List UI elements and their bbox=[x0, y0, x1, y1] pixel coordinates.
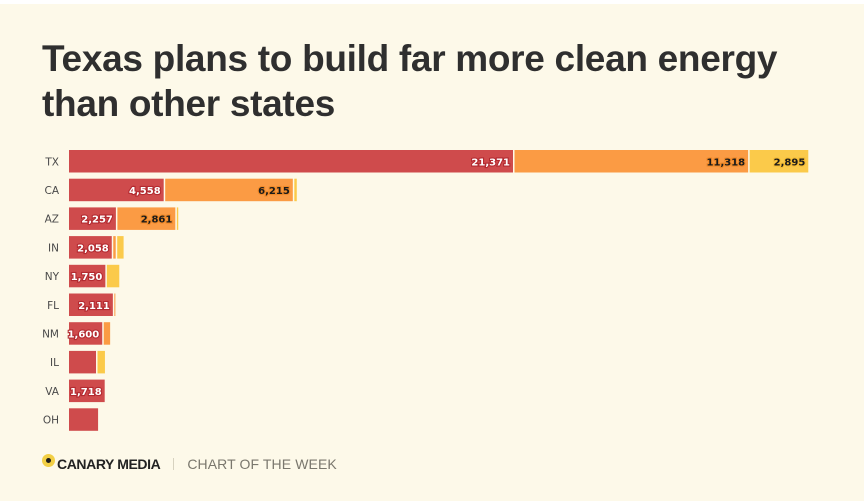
footer: CANARY MEDIA CHART OF THE WEEK bbox=[42, 452, 337, 476]
stacked-bar-chart: TX 21,371 11,318 2,895 CA 4,558 6,215 AZ 2,257 2,… bbox=[42, 150, 809, 431]
data-label: 21,371 bbox=[471, 157, 510, 168]
category-label: CA bbox=[44, 185, 59, 197]
bar-segment-ca-s2 bbox=[165, 178, 293, 202]
bar-segment-az-s2 bbox=[117, 207, 176, 230]
footer-divider bbox=[173, 458, 175, 470]
bar-segment-tx-s2 bbox=[514, 150, 749, 173]
category-label: NM bbox=[42, 328, 59, 340]
footer-tag: CHART OF THE WEEK bbox=[187, 456, 337, 472]
canary-dot-icon bbox=[42, 453, 55, 467]
category-label: FL bbox=[47, 300, 59, 312]
data-label: 2,895 bbox=[774, 157, 806, 168]
bar-group-fl: FL 2,111 bbox=[47, 293, 116, 316]
bar-segment-va-s1 bbox=[69, 379, 105, 403]
top-strip bbox=[0, 0, 864, 4]
data-label: 1,718 bbox=[70, 387, 102, 398]
data-label: 2,058 bbox=[77, 243, 109, 254]
data-label: 11,318 bbox=[707, 157, 746, 168]
category-label: TX bbox=[44, 156, 59, 168]
bar-segment-in-s2 bbox=[113, 236, 116, 259]
bar-segment-tx-s3 bbox=[749, 150, 809, 173]
bar-segment-fl-s2 bbox=[114, 293, 116, 316]
bar-segment-ca-s3 bbox=[294, 178, 297, 202]
category-label: NY bbox=[45, 271, 60, 283]
bar-group-az: AZ 2,257 2,861 bbox=[45, 207, 179, 230]
bar-segment-nm-s1 bbox=[69, 322, 103, 345]
category-label: IL bbox=[50, 357, 59, 369]
bar-segment-az-s1 bbox=[69, 207, 116, 230]
bar-group-il: IL bbox=[50, 350, 105, 374]
bar-segment-il-s1 bbox=[69, 350, 97, 374]
bar-segment-ny-s1 bbox=[69, 264, 106, 288]
bar-group-ny: NY 1,750 bbox=[45, 264, 120, 288]
chart-title: Texas plans to build far more clean ener… bbox=[42, 38, 778, 124]
bar-segment-in-s3 bbox=[117, 236, 124, 259]
bar-segment-ny-s3 bbox=[106, 264, 120, 288]
data-label: 2,861 bbox=[141, 215, 173, 226]
data-label: 2,111 bbox=[78, 301, 110, 312]
bar-segment-az-s3 bbox=[176, 207, 179, 230]
category-label: IN bbox=[48, 242, 59, 254]
bar-segment-ca-s1 bbox=[69, 178, 164, 202]
bar-group-tx: TX 21,371 11,318 2,895 bbox=[44, 150, 809, 173]
bar-group-nm: NM 1,600 bbox=[42, 322, 111, 345]
data-label: 2,257 bbox=[81, 215, 113, 226]
category-label: AZ bbox=[45, 214, 59, 226]
bar-group-in: IN 2,058 bbox=[48, 236, 124, 259]
data-label: 1,750 bbox=[71, 272, 103, 283]
category-label: VA bbox=[45, 386, 60, 398]
bar-segment-tx-s1 bbox=[69, 150, 513, 173]
bar-group-va: VA 1,718 bbox=[45, 379, 105, 403]
data-label: 1,600 bbox=[68, 329, 100, 340]
brand-name: CANARY MEDIA bbox=[57, 456, 161, 472]
bar-segment-nm-s2 bbox=[103, 322, 111, 345]
data-label: 6,215 bbox=[258, 186, 290, 197]
bar-group-ca: CA 4,558 6,215 bbox=[44, 178, 297, 202]
bar-segment-in-s1 bbox=[69, 236, 112, 259]
bar-segment-oh-s1 bbox=[69, 408, 99, 431]
data-label: 4,558 bbox=[129, 186, 161, 197]
bar-segment-fl-s1 bbox=[69, 293, 113, 316]
bar-segment-il-s3 bbox=[97, 350, 105, 374]
bar-group-oh: OH bbox=[43, 408, 99, 431]
category-label: OH bbox=[43, 415, 59, 427]
